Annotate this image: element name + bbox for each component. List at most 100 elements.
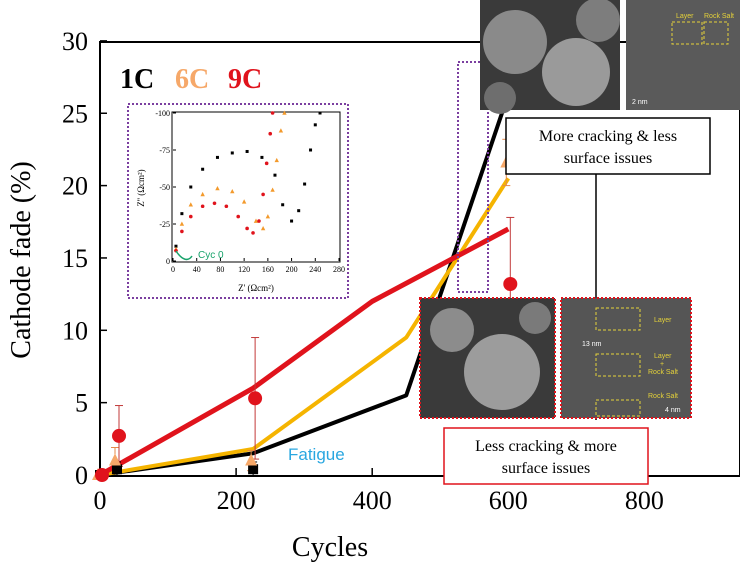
inset-x-tick-label: 160: [262, 265, 274, 274]
x-tick-label: 0: [94, 486, 107, 515]
inset-x-tick-label: 200: [286, 265, 298, 274]
inset-point-9c: [257, 219, 261, 223]
point-9c: [112, 428, 127, 443]
y-tick-label: 30: [62, 27, 88, 56]
legend-entry-1c: 1C: [120, 64, 154, 95]
inset-point-6c: [270, 187, 275, 192]
point-9c: [248, 391, 263, 406]
inset-x-tick-label: 240: [309, 265, 321, 274]
inset-point-9c: [224, 204, 229, 209]
x-tick-label: 400: [353, 486, 392, 515]
y-tick-label: 0: [75, 461, 88, 490]
inset-point-9c: [180, 229, 184, 234]
roi-rocksalt: [703, 21, 729, 45]
inset-point-6c: [253, 218, 259, 223]
y-tick-label: 20: [62, 172, 88, 201]
inset-point-6c: [230, 188, 235, 194]
inset-point-6c: [265, 214, 271, 219]
inset-point-9c: [212, 201, 217, 206]
inset-y-tick-label: -50: [159, 183, 170, 192]
top-label-layer: Layer: [676, 13, 694, 20]
point-1c: [112, 464, 123, 475]
inset-point-6c: [260, 225, 266, 231]
fatigue-annotation: Fatigue: [288, 445, 345, 464]
point-9c: [95, 468, 109, 482]
highlight-box-600: [457, 61, 489, 293]
inset-point-1c: [290, 219, 294, 223]
roi-layer-rocksalt: [595, 353, 641, 377]
inset-point-1c: [189, 185, 193, 189]
sem-particle: [519, 302, 551, 334]
sem-particle: [483, 10, 547, 74]
inset-point-9c: [236, 214, 241, 219]
sem-particle: [430, 308, 474, 352]
top-caption-box: [505, 117, 711, 175]
inset-point-1c: [318, 111, 322, 115]
inset-points: [173, 110, 322, 253]
inset-point-6c: [274, 157, 279, 163]
point-1c: [248, 464, 259, 475]
bottom-label-layer: Layer: [654, 317, 672, 324]
bottom-caption-box: [443, 427, 649, 485]
inset-y-tick-label: -75: [159, 146, 170, 155]
inset-point-6c: [241, 199, 247, 204]
roi-layer: [671, 21, 703, 45]
y-tick-label: 5: [75, 389, 88, 418]
inset-point-9c: [268, 131, 273, 136]
point-6c: [109, 453, 122, 466]
inset-point-1c: [313, 123, 317, 127]
tem-image-bottom: [560, 297, 692, 419]
inset-y-tick-label: -100: [155, 109, 170, 118]
inset-point-9c: [264, 161, 269, 166]
bottom-caption-line1: Less cracking & more: [475, 438, 617, 455]
roi-layer: [595, 307, 641, 331]
inset-point-6c: [282, 110, 287, 115]
legend-entry-9c: 9C: [228, 64, 262, 95]
point-9c: [503, 276, 518, 291]
tem-image-top: [626, 0, 740, 110]
inset-border: [127, 103, 349, 299]
top-scale-label: 2 nm: [632, 99, 648, 106]
inset-point-9c: [200, 204, 205, 209]
inset-point-1c: [201, 167, 205, 171]
y-tick-label: 10: [62, 316, 88, 345]
bottom-scale-label: 13 nm: [582, 341, 602, 348]
inset-point-1c: [273, 173, 277, 177]
top-caption-line1: More cracking & less: [539, 128, 677, 145]
x-tick-label: 200: [217, 486, 256, 515]
y-axis-label: Cathode fade (%): [6, 161, 37, 358]
inset-point-1c: [260, 155, 264, 159]
legend: 1C 6C 9C: [120, 64, 262, 95]
inset-point-6c: [200, 191, 205, 197]
cyc0-curve: [175, 250, 193, 261]
inset-point-6c: [179, 221, 185, 226]
top-caption-line2: surface issues: [564, 150, 652, 167]
x-tick-label: 800: [625, 486, 664, 515]
bottom-caption-line2: surface issues: [502, 460, 590, 477]
inset-y-label: Z'' (Ωcm²): [136, 169, 146, 206]
top-micrographs: Layer Rock Salt 2 nm More cracking & les…: [480, 0, 740, 175]
bottom-label-layer2: Layer: [654, 353, 672, 360]
inset-axes: 0 40 80 120 160 200 240 280 0 -25 -50 -75 -100: [155, 109, 345, 274]
inset-point-1c: [230, 151, 234, 155]
inset-x-label: Z' (Ωcm²): [238, 283, 274, 293]
bottom-scale-label2: 4 nm: [665, 407, 681, 414]
bottom-label-plus: +: [660, 361, 664, 368]
inset-point-9c: [188, 214, 193, 219]
bottom-label-rocksalt2: Rock Salt: [648, 393, 678, 400]
inset-x-tick-label: 280: [333, 265, 345, 274]
inset-point-6c: [215, 185, 220, 191]
inset-y-tick-label: 0: [166, 257, 170, 266]
inset-x-tick-label: 0: [171, 265, 175, 274]
inset-point-6c: [188, 202, 193, 207]
inset-x-tick-label: 120: [238, 265, 250, 274]
inset-point-1c: [245, 149, 249, 153]
inset-point-1c: [281, 203, 285, 207]
inset-point-6c: [278, 128, 284, 133]
inset-x-tick-label: 80: [216, 265, 224, 274]
cyc0-label: Cyc 0: [198, 250, 224, 261]
inset-point-1c: [215, 155, 219, 159]
series-line-9c: [98, 226, 510, 478]
